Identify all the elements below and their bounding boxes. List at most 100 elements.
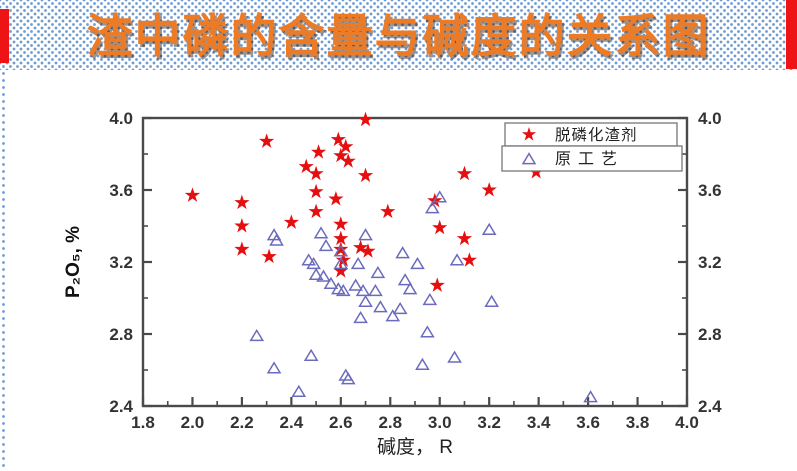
triangle-marker bbox=[432, 190, 448, 203]
triangle-marker bbox=[318, 238, 334, 252]
y-tick-label-right: 2.4 bbox=[698, 397, 722, 416]
red-star-marker bbox=[308, 183, 324, 199]
triangle-marker bbox=[447, 350, 462, 363]
red-star-marker bbox=[261, 248, 277, 264]
red-star-marker bbox=[335, 252, 351, 267]
triangle-marker bbox=[313, 226, 329, 239]
triangle-marker bbox=[392, 301, 408, 315]
triangle-marker bbox=[481, 222, 497, 235]
x-tick-label: 3.4 bbox=[527, 413, 551, 432]
red-star-marker bbox=[328, 191, 344, 206]
red-star-marker bbox=[357, 167, 374, 183]
red-star-marker bbox=[333, 241, 349, 256]
red-star-marker bbox=[380, 203, 396, 219]
series-dephosphorizing-agent bbox=[184, 111, 544, 292]
triangle-marker bbox=[348, 278, 363, 291]
triangle-marker bbox=[402, 282, 418, 295]
x-tick-label: 2.4 bbox=[280, 413, 304, 432]
red-star-marker bbox=[333, 216, 349, 231]
red-star-marker bbox=[432, 219, 448, 235]
triangle-marker bbox=[353, 310, 368, 324]
legend-star-icon bbox=[521, 127, 537, 141]
red-star-marker bbox=[353, 239, 369, 255]
triangle-marker bbox=[291, 384, 307, 397]
y-tick-label-left: 3.2 bbox=[109, 253, 133, 272]
red-star-marker bbox=[333, 230, 349, 246]
legend-label-dephosphorizing-agent: 脱磷化渣剂 bbox=[555, 126, 638, 144]
y-tick-label-right: 3.6 bbox=[698, 181, 722, 200]
triangle-marker bbox=[420, 325, 435, 338]
triangle-marker bbox=[350, 256, 366, 270]
red-star-marker bbox=[338, 138, 354, 154]
triangle-marker bbox=[333, 256, 349, 270]
red-star-marker bbox=[308, 165, 324, 181]
red-star-marker bbox=[330, 131, 346, 147]
red-accent-bar-right bbox=[786, 0, 797, 69]
red-star-marker bbox=[298, 158, 314, 174]
x-tick-label: 2.0 bbox=[181, 413, 205, 432]
y-tick-label-left: 2.8 bbox=[109, 325, 133, 344]
triangle-marker bbox=[333, 244, 349, 257]
red-star-marker bbox=[234, 241, 250, 256]
x-axis-title: 碱度， R bbox=[377, 436, 453, 458]
triangle-marker bbox=[424, 201, 440, 214]
x-tick-label: 4.0 bbox=[675, 413, 699, 432]
chart-area: 1.8 2.0 2.2 2.4 2.6 2.8 3.0 3.2 3.4 3.6 3.8 4.0 2.4 2… bbox=[55, 95, 745, 471]
triangle-marker bbox=[303, 348, 319, 361]
y-tick-label-right: 2.8 bbox=[698, 325, 722, 344]
legend-triangle-icon bbox=[521, 152, 537, 165]
triangle-marker bbox=[358, 228, 373, 241]
triangle-marker bbox=[484, 294, 499, 307]
legend-label-original-process: 原工艺 bbox=[555, 150, 624, 168]
scatter-chart: 1.8 2.0 2.2 2.4 2.6 2.8 3.0 3.2 3.4 3.6 3.8 4.02.4 2… bbox=[63, 109, 722, 458]
red-star-marker bbox=[259, 133, 275, 148]
triangle-marker bbox=[301, 253, 316, 266]
red-star-marker bbox=[311, 144, 327, 159]
red-star-marker bbox=[234, 194, 250, 210]
triangle-marker bbox=[340, 372, 356, 385]
x-tick-label: 3.6 bbox=[576, 413, 600, 432]
triangle-marker bbox=[316, 269, 331, 282]
dot-texture-strip bbox=[0, 70, 5, 471]
triangle-marker bbox=[269, 233, 284, 246]
triangle-marker bbox=[308, 267, 324, 280]
red-star-marker bbox=[360, 243, 376, 258]
triangle-marker bbox=[368, 283, 383, 297]
red-star-marker bbox=[461, 252, 477, 267]
triangle-marker bbox=[358, 294, 373, 307]
triangle-marker bbox=[385, 309, 401, 322]
triangle-marker bbox=[415, 357, 430, 370]
red-star-marker bbox=[340, 153, 356, 168]
x-tick-label: 1.8 bbox=[131, 413, 155, 432]
triangle-marker bbox=[370, 265, 386, 279]
y-tick-label-right: 4.0 bbox=[698, 109, 722, 128]
triangle-marker bbox=[323, 276, 339, 289]
series-original-process bbox=[249, 190, 598, 403]
red-star-marker bbox=[456, 230, 473, 246]
triangle-marker bbox=[249, 328, 265, 342]
red-star-marker bbox=[308, 203, 324, 219]
x-tick-label: 3.0 bbox=[428, 413, 452, 432]
y-tick-label-left: 4.0 bbox=[109, 109, 133, 128]
red-star-marker bbox=[234, 218, 250, 233]
y-tick-label-right: 3.2 bbox=[698, 253, 722, 272]
x-tick-label: 3.8 bbox=[626, 413, 650, 432]
triangle-marker bbox=[395, 246, 410, 259]
title-banner: 渣中磷的含量与碱度的关系图 bbox=[0, 0, 797, 70]
y-tick-label-left: 3.6 bbox=[109, 181, 133, 200]
triangle-marker bbox=[266, 361, 282, 374]
y-axis-title: P₂O₅, % bbox=[63, 226, 84, 298]
triangle-marker bbox=[397, 273, 413, 286]
triangle-marker bbox=[583, 390, 598, 403]
triangle-marker bbox=[355, 283, 371, 297]
triangle-marker bbox=[373, 300, 388, 313]
red-star-marker bbox=[357, 111, 374, 127]
triangle-marker bbox=[422, 292, 438, 306]
red-star-marker bbox=[184, 187, 201, 202]
x-tick-label: 2.2 bbox=[230, 413, 254, 432]
red-star-marker bbox=[481, 182, 497, 197]
triangle-marker bbox=[335, 283, 351, 297]
red-accent-bar-left bbox=[0, 9, 9, 63]
red-star-marker bbox=[456, 165, 473, 181]
